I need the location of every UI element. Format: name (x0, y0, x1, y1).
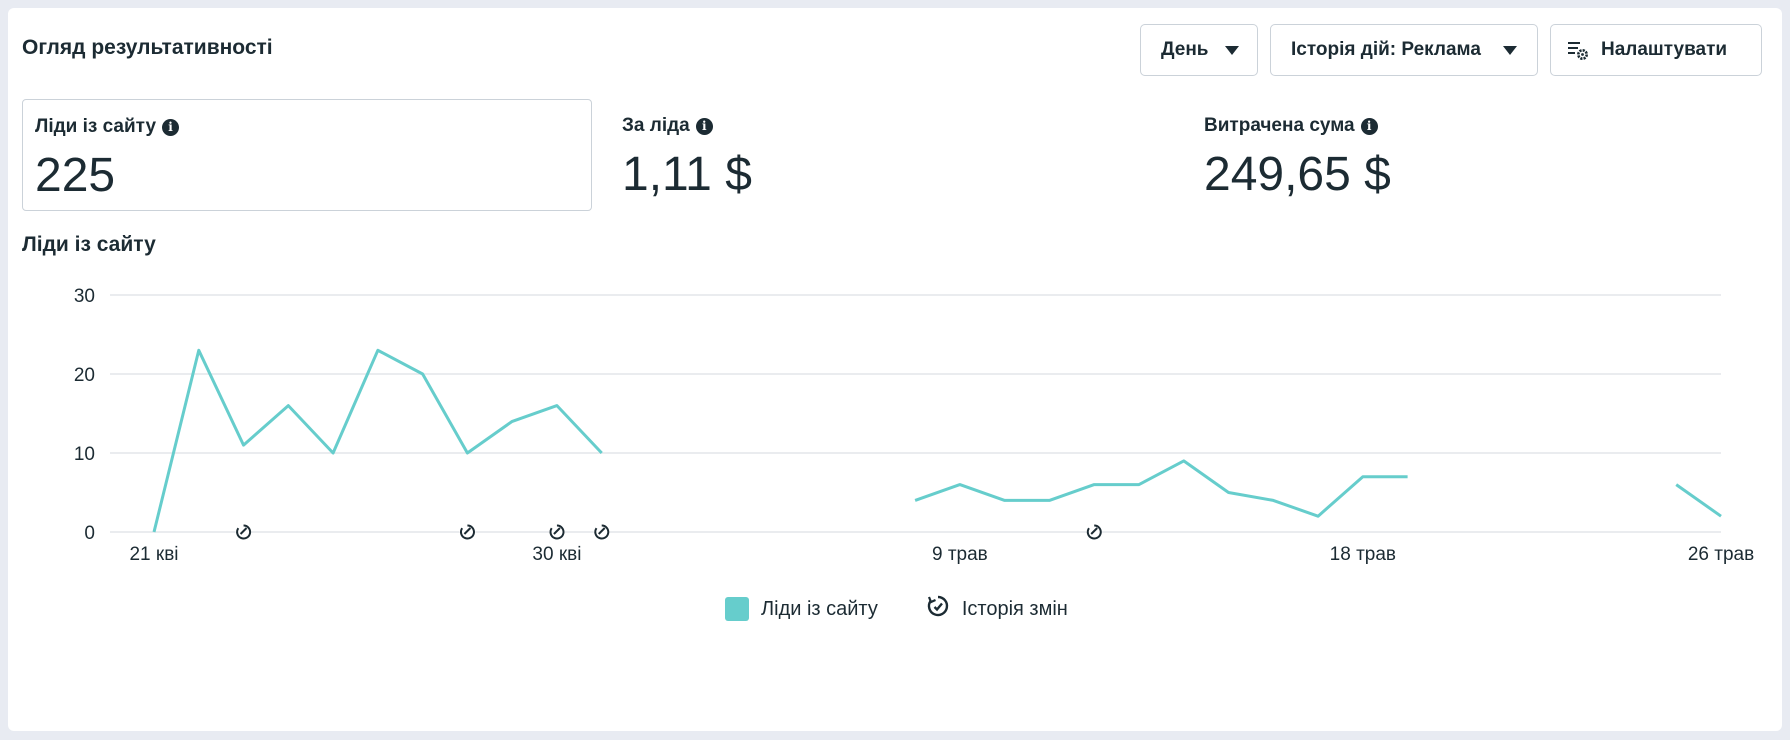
metric-label-wrap: Витрачена сума i (1204, 115, 1378, 137)
metric-label: Витрачена сума (1204, 115, 1355, 136)
x-tick-label: 9 трав (932, 544, 988, 565)
metric-value: 1,11 $ (622, 148, 752, 201)
legend-label: Історія змін (961, 597, 1068, 620)
metric-value: 225 (35, 149, 116, 202)
legend-swatch (725, 597, 749, 621)
change-history-marker-icon[interactable] (459, 524, 476, 540)
activity-history-dropdown[interactable]: Історія дій: Реклама (1270, 24, 1538, 76)
info-icon[interactable]: i (1360, 117, 1378, 135)
chart-legend: Ліди із сайту Історія змін (725, 594, 1116, 624)
series-line (152, 348, 603, 533)
y-tick-label: 10 (74, 444, 95, 465)
customize-button[interactable]: Налаштувати (1550, 24, 1762, 76)
activity-history-label: Історія дій: Реклама (1291, 39, 1481, 60)
period-dropdown-label: День (1161, 39, 1209, 60)
x-tick-label: 21 кві (129, 544, 178, 565)
metric-label-wrap: Ліди із сайту i (35, 116, 180, 138)
change-history-marker-icon[interactable] (235, 524, 252, 540)
chart-title: Ліди із сайту (22, 233, 156, 256)
customize-label: Налаштувати (1601, 39, 1728, 60)
x-tick-label: 18 трав (1330, 544, 1396, 565)
metric-card-cost-per-lead[interactable]: За ліда i 1,11 $ (610, 99, 1110, 211)
y-tick-label: 0 (84, 523, 95, 544)
change-history-marker-icon[interactable] (548, 524, 565, 540)
series-line (914, 459, 1408, 518)
info-icon[interactable]: i (695, 117, 713, 135)
history-icon (926, 594, 950, 624)
legend-label: Ліди із сайту (761, 597, 878, 620)
settings-filter-icon (1567, 39, 1589, 61)
metric-value: 249,65 $ (1204, 148, 1391, 201)
metric-card-website-leads[interactable]: Ліди із сайту i 225 (22, 99, 592, 211)
x-tick-label: 26 трав (1688, 544, 1754, 565)
page-title: Огляд результативності (22, 36, 273, 59)
info-icon[interactable]: i (162, 118, 180, 136)
chevron-down-icon (1503, 45, 1517, 55)
performance-overview-card (8, 8, 1782, 731)
metric-label: За ліда (622, 115, 690, 136)
x-tick-label: 30 кві (532, 544, 581, 565)
chevron-down-icon (1224, 45, 1239, 55)
change-history-marker-icon[interactable] (593, 524, 610, 540)
metric-label: Ліди із сайту (35, 116, 157, 137)
legend-item-change-history[interactable]: Історія змін (926, 594, 1068, 624)
y-tick-label: 20 (74, 365, 95, 386)
metric-card-amount-spent[interactable]: Витрачена сума i 249,65 $ (1192, 99, 1692, 211)
series-line (1675, 483, 1722, 518)
change-history-marker-icon[interactable] (1086, 524, 1103, 540)
y-tick-label: 30 (74, 286, 95, 307)
period-dropdown[interactable]: День (1140, 24, 1258, 76)
metric-label-wrap: За ліда i (622, 115, 713, 137)
legend-item-leads[interactable]: Ліди із сайту (725, 597, 878, 621)
